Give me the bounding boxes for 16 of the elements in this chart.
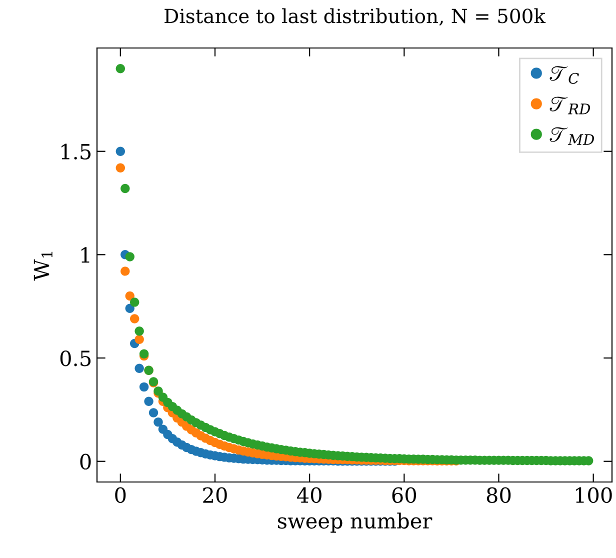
x-axis-title: sweep number xyxy=(278,512,432,533)
chart-title: Distance to last distribution, N = 500k xyxy=(164,8,546,26)
y-tick-label: 1 xyxy=(81,247,90,263)
legend-label: 𝒯$_{RD}$ xyxy=(550,96,590,114)
x-tick-label: 20 xyxy=(203,487,227,503)
y-tick-label: 1.5 xyxy=(62,144,91,160)
y-tick-label: 0.5 xyxy=(60,350,91,366)
x-tick-label: 100 xyxy=(576,487,612,503)
legend-label: 𝒯$_{C}$ xyxy=(550,66,579,84)
x-tick-label: 60 xyxy=(392,487,416,503)
x-tick-label: 40 xyxy=(296,487,322,503)
x-tick-label: 80 xyxy=(486,487,511,503)
legend-label: 𝒯$_{MD}$ xyxy=(550,127,594,145)
y-tick-label: 0 xyxy=(80,454,91,470)
y-axis-title: W$_{1}$ xyxy=(34,252,52,281)
x-tick-label: 0 xyxy=(115,487,126,503)
